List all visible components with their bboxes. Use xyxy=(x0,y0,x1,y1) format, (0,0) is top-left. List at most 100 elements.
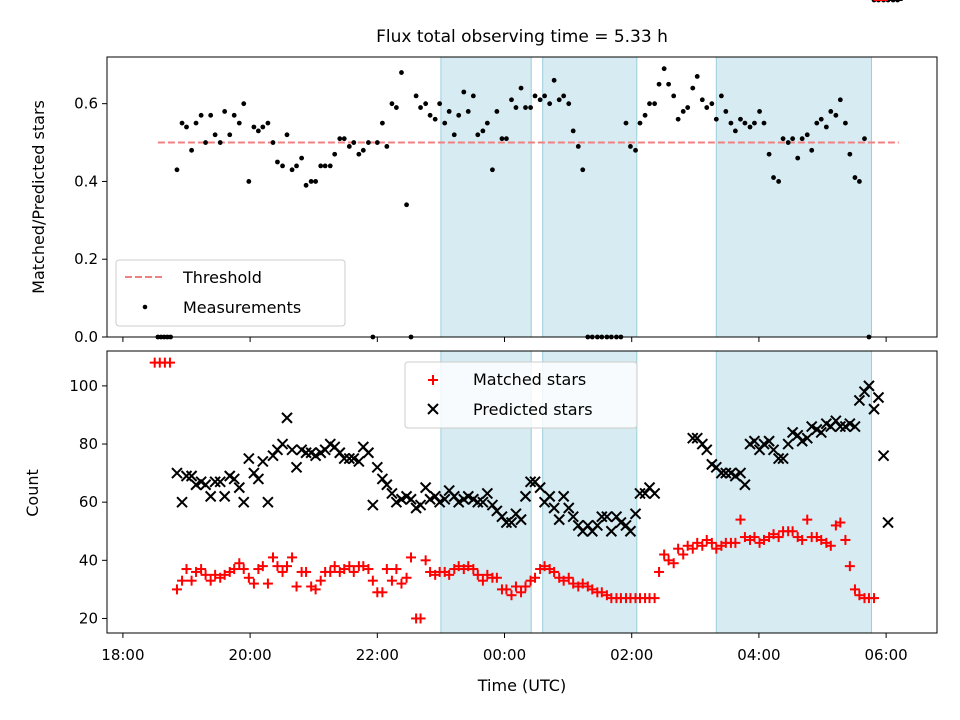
measurement-point xyxy=(294,163,299,169)
measurement-point xyxy=(732,128,738,134)
top-shaded-intervals xyxy=(440,56,872,338)
bottom-legend-box xyxy=(404,361,638,429)
measurement-point xyxy=(661,66,667,72)
matched-star-point xyxy=(196,564,207,575)
matched-star-point xyxy=(797,534,808,545)
predicted-star-point xyxy=(209,476,221,488)
measurement-point xyxy=(413,93,419,99)
bottom-plot-frame xyxy=(106,350,938,634)
predicted-star-point xyxy=(739,479,751,491)
measurement-point xyxy=(532,93,538,99)
predicted-star-point xyxy=(343,452,356,465)
measurement-point xyxy=(289,167,295,173)
matched-star-point xyxy=(262,578,273,589)
measurement-point xyxy=(236,120,242,126)
matched-star-point xyxy=(243,572,254,583)
predicted-star-point xyxy=(199,479,212,491)
matched-star-point xyxy=(587,584,598,595)
predicted-star-point xyxy=(624,525,637,537)
predicted-star-point xyxy=(286,444,298,456)
measurement-point xyxy=(212,132,218,138)
measurement-point xyxy=(847,151,853,157)
predicted-star-point xyxy=(763,435,775,447)
predicted-star-point xyxy=(782,438,794,450)
matched-star-point xyxy=(530,572,541,583)
measurement-point xyxy=(260,124,266,130)
measurement-point xyxy=(231,112,237,118)
measurement-point xyxy=(570,128,576,134)
y-tick-label: 0.2 xyxy=(74,250,98,268)
matched-star-point xyxy=(516,587,527,598)
matched-star-point xyxy=(539,561,550,572)
measurement-point xyxy=(742,120,748,126)
matched-star-point xyxy=(186,575,197,586)
predicted-stars-points xyxy=(171,0,903,537)
measurement-point xyxy=(799,136,805,142)
matched-star-point xyxy=(816,534,827,545)
measurement-point xyxy=(222,109,228,114)
top-x-ticks xyxy=(122,337,887,342)
measurement-point xyxy=(389,101,395,107)
matched-star-point xyxy=(659,549,670,560)
measurement-point xyxy=(537,97,543,103)
measurement-point xyxy=(198,112,204,118)
predicted-star-point xyxy=(218,490,231,503)
predicted-star-point xyxy=(734,467,747,479)
matched-star-point xyxy=(325,566,336,577)
matched-star-point xyxy=(506,590,517,601)
measurement-point xyxy=(308,179,314,184)
predicted-star-point xyxy=(548,502,560,514)
matched-star-point xyxy=(849,584,860,595)
measurement-point xyxy=(494,109,500,114)
measurement-point xyxy=(399,70,404,75)
matched-star-point xyxy=(869,593,880,604)
measurement-point xyxy=(523,105,528,110)
predicted-star-point xyxy=(233,481,245,494)
measurement-point xyxy=(718,93,724,99)
matched-star-point xyxy=(663,555,674,566)
measurement-point xyxy=(528,105,533,110)
measurement-point xyxy=(432,116,438,122)
matched-star-point xyxy=(844,561,855,572)
predicted-star-point xyxy=(815,426,827,439)
measurement-point xyxy=(814,120,820,126)
matched-star-point xyxy=(444,569,455,580)
x-tick-label: 04:00 xyxy=(737,646,780,664)
x-axis-label: Time (UTC) xyxy=(477,676,566,695)
matched-star-point xyxy=(520,581,531,592)
bottom-legend: Matched stars Predicted stars xyxy=(404,361,638,429)
measurement-point xyxy=(547,101,553,107)
matched-star-point xyxy=(386,575,397,586)
legend-predicted-swatch xyxy=(427,403,439,415)
predicted-star-point xyxy=(777,452,789,465)
measurement-point xyxy=(404,202,409,208)
measurement-point xyxy=(360,147,366,153)
predicted-star-point xyxy=(505,516,518,529)
predicted-star-point xyxy=(543,490,556,503)
top-panel: 0.0 0.2 0.4 0.6 Matched/Predicted stars Thr… xyxy=(29,0,938,346)
matched-star-point xyxy=(835,517,846,528)
matched-star-point xyxy=(773,532,784,543)
predicted-star-point xyxy=(524,476,537,488)
measurement-point xyxy=(337,136,343,142)
chart-title: Flux total observing time = 5.33 h xyxy=(376,27,668,47)
measurement-point xyxy=(680,109,686,114)
predicted-star-point xyxy=(238,496,250,508)
measurement-point xyxy=(299,155,305,161)
bottom-panel: 20 40 60 80 100 18:00 20:00 22:00 00:00 02:00 04:… xyxy=(23,0,938,695)
matched-star-point xyxy=(367,575,378,586)
matched-star-point xyxy=(281,561,292,572)
predicted-star-point xyxy=(863,380,875,392)
predicted-star-point xyxy=(519,490,532,503)
measurement-point xyxy=(761,120,767,126)
predicted-star-point xyxy=(605,525,618,537)
measurement-point xyxy=(713,116,719,122)
measurement-point xyxy=(675,116,681,122)
measurement-point xyxy=(694,74,700,79)
shaded-interval xyxy=(715,350,872,634)
measurement-point xyxy=(690,85,696,91)
measurement-point xyxy=(566,101,572,107)
predicted-star-point xyxy=(477,496,489,508)
measurement-point xyxy=(284,132,290,138)
matched-star-point xyxy=(425,566,436,577)
